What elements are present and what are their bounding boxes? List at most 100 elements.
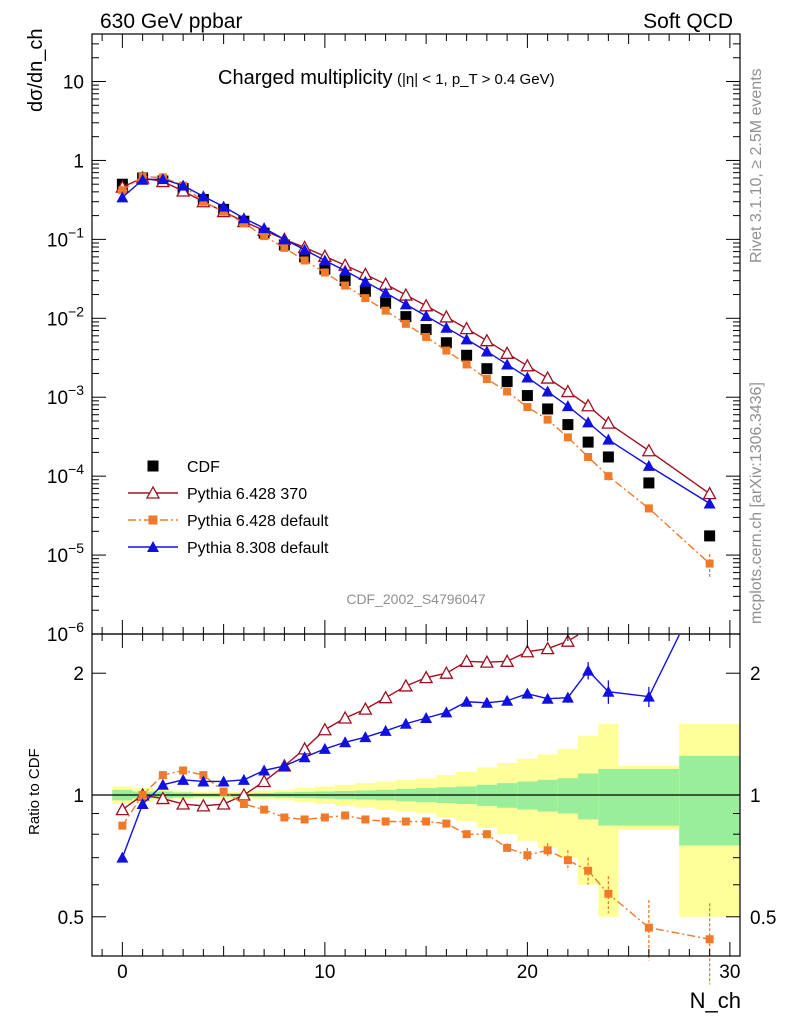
x-axis: 0 10 20 30 — [101, 34, 740, 983]
legend-label: Pythia 6.428 370 — [187, 486, 307, 503]
data-point — [278, 759, 291, 771]
data-point — [440, 321, 453, 333]
data-point — [422, 817, 431, 826]
data-point — [338, 710, 353, 724]
data-point — [115, 802, 130, 816]
stat-uncertainty-bin — [578, 773, 599, 820]
x-axis-label: N_ch — [690, 988, 741, 1013]
ratio-series-group — [115, 633, 714, 985]
data-point — [520, 644, 535, 658]
data-point — [339, 275, 351, 287]
data-point — [339, 736, 352, 748]
legend-label: CDF — [187, 459, 220, 476]
data-point — [361, 815, 370, 824]
legend-label: Pythia 8.308 default — [187, 540, 329, 557]
ratio-axis-label: Ratio to CDF — [26, 748, 43, 835]
data-point — [199, 771, 208, 780]
data-point — [320, 268, 329, 277]
ratio-uncertainty-band — [92, 723, 740, 917]
data-point — [399, 298, 412, 310]
data-point — [462, 830, 471, 839]
data-point — [217, 200, 230, 212]
data-point — [540, 370, 555, 384]
data-point — [138, 791, 147, 799]
data-point — [480, 345, 493, 357]
data-point — [401, 319, 410, 328]
data-point — [298, 751, 311, 763]
data-point — [581, 398, 596, 412]
data-point — [258, 222, 271, 234]
data-point — [422, 332, 431, 341]
plot-title-main: Charged multiplicity — [218, 67, 393, 89]
stat-uncertainty-bin — [679, 755, 740, 846]
data-point — [216, 796, 231, 810]
x-tick-label: 0 — [117, 962, 128, 983]
y-axis-label: dσ/dn_ch — [25, 28, 47, 112]
legend: CDF Pythia 6.428 370 Pythia 6.428 default P… — [128, 459, 329, 557]
data-point — [278, 233, 291, 245]
main-series-group — [115, 170, 717, 577]
data-point — [462, 360, 471, 369]
data-point — [116, 851, 129, 863]
stat-uncertainty-bin — [557, 778, 578, 814]
rivet-label: Rivet 3.1.10, ≥ 2.5M events — [748, 68, 765, 263]
data-point — [419, 298, 434, 312]
right-title: Soft QCD — [643, 10, 733, 33]
data-point — [501, 358, 514, 370]
data-point — [460, 695, 473, 707]
data-point — [136, 173, 149, 185]
data-point — [379, 724, 392, 736]
data-point — [641, 443, 656, 457]
data-point — [239, 800, 248, 809]
y-tick-label: 10−6 — [47, 619, 84, 646]
stat-uncertainty-bin — [598, 768, 619, 826]
data-point — [260, 232, 269, 241]
data-point — [380, 297, 392, 309]
data-point — [236, 787, 251, 801]
data-point — [361, 294, 370, 303]
data-point — [420, 309, 433, 321]
data-point — [298, 243, 311, 255]
ratio-tick-label: 2 — [750, 664, 761, 685]
data-point — [197, 775, 210, 787]
data-point — [543, 846, 552, 855]
data-point — [280, 243, 289, 252]
data-point — [642, 459, 655, 471]
data-point — [523, 851, 532, 860]
data-point — [480, 696, 493, 708]
x-tick-label: 20 — [517, 962, 538, 983]
data-point — [442, 819, 451, 828]
data-point — [280, 813, 289, 822]
data-point — [560, 384, 575, 398]
data-point — [260, 805, 269, 814]
y-tick-label: 10−5 — [47, 540, 84, 567]
data-point — [542, 403, 554, 415]
y-tick-label: 10−4 — [47, 461, 84, 488]
data-point — [440, 706, 453, 718]
data-point — [582, 436, 594, 448]
ratio-line — [121, 769, 710, 940]
data-point — [155, 791, 170, 805]
stat-uncertainty-bin — [618, 768, 680, 826]
data-point — [359, 275, 372, 287]
series-line — [121, 176, 711, 565]
data-point — [359, 285, 371, 297]
data-point — [523, 403, 532, 412]
data-point — [420, 324, 432, 336]
data-point — [440, 337, 452, 349]
data-point — [219, 787, 228, 796]
data-point — [419, 670, 434, 684]
data-point — [643, 477, 655, 489]
analysis-id: CDF_2002_S4796047 — [346, 591, 486, 607]
ratio-tick-label: 0.5 — [58, 908, 84, 929]
data-point — [339, 264, 352, 276]
x-tick-label: 10 — [314, 962, 335, 983]
data-point — [479, 654, 494, 668]
data-point — [439, 309, 454, 323]
data-point — [602, 433, 615, 445]
data-point — [501, 694, 514, 706]
data-point — [540, 641, 555, 655]
data-point — [543, 415, 552, 424]
data-point — [358, 701, 373, 715]
